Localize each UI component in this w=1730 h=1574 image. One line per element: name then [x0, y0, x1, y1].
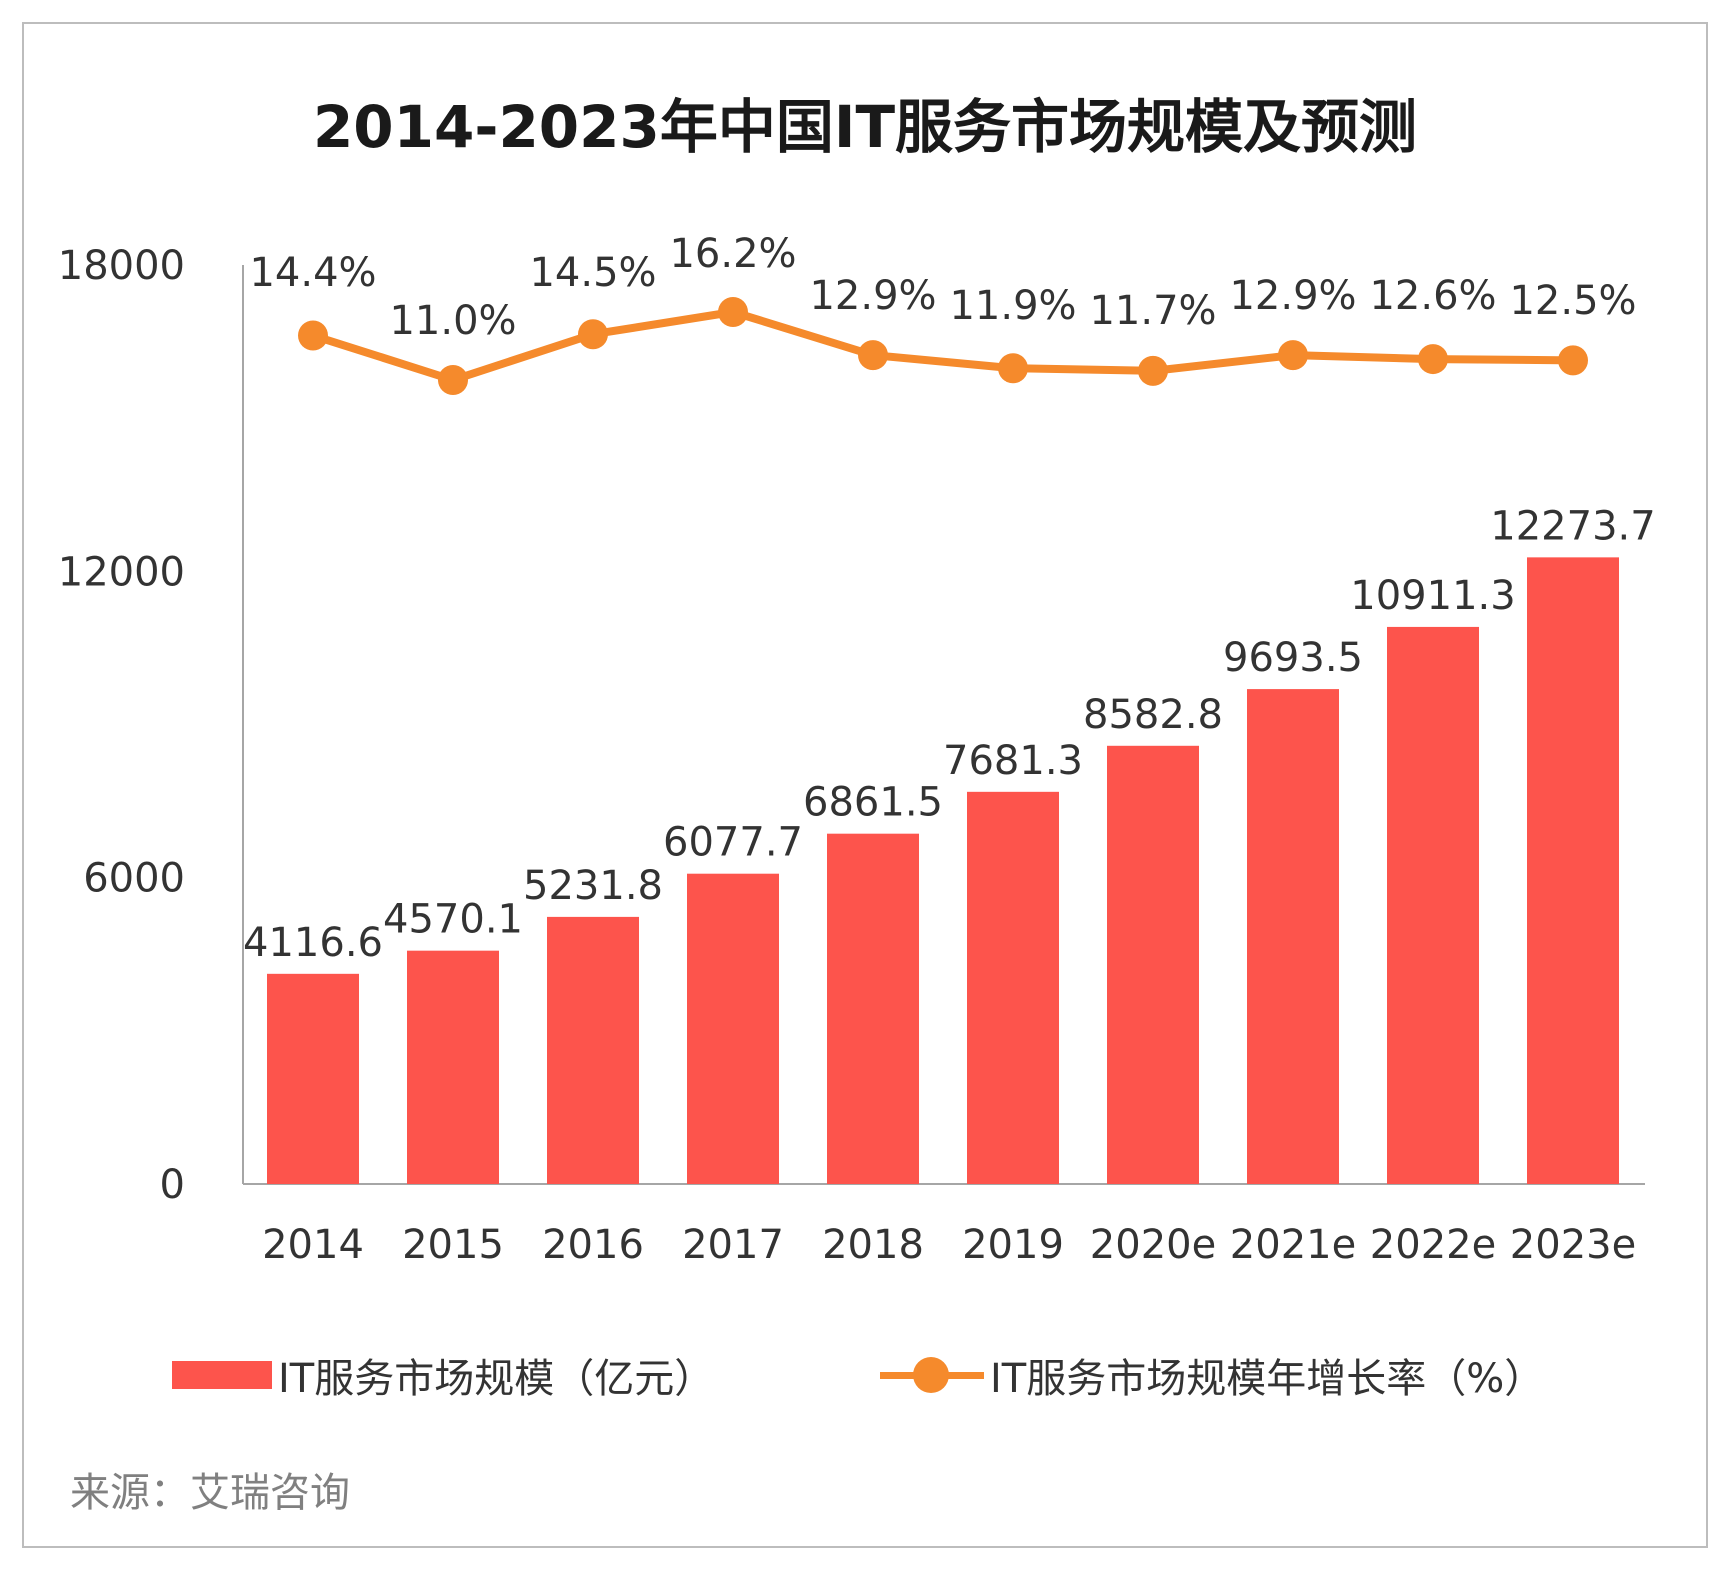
growth-line [311, 308, 1574, 384]
x-tick-label: 2023e [1510, 1222, 1636, 1268]
x-tick-label: 2022e [1370, 1222, 1496, 1268]
bar-data-label: 9693.5 [1223, 635, 1363, 681]
bar [687, 873, 779, 1184]
growth-point [578, 319, 608, 350]
bar [827, 833, 919, 1184]
growth-data-label: 11.0% [389, 298, 516, 344]
bar [407, 950, 499, 1184]
bar [547, 916, 639, 1184]
y-tick-label: 6000 [83, 856, 185, 902]
bar-data-label: 5231.8 [523, 863, 663, 909]
growth-data-label: 14.5% [529, 250, 656, 296]
growth-data-label: 12.5% [1509, 278, 1636, 324]
bar-data-label: 12273.7 [1490, 503, 1655, 549]
bar [1527, 557, 1619, 1184]
bar [1247, 689, 1339, 1184]
x-tick-label: 2016 [542, 1222, 644, 1268]
bar [1107, 745, 1199, 1184]
y-tick-label: 12000 [58, 549, 185, 595]
growth-data-label: 12.9% [809, 273, 936, 319]
x-tick-label: 2018 [822, 1222, 924, 1268]
y-tick-label: 18000 [58, 243, 185, 289]
bar-data-label: 4570.1 [383, 897, 523, 943]
growth-data-label: 12.9% [1229, 273, 1356, 319]
bar-data-label: 6861.5 [803, 780, 943, 826]
bar [1387, 626, 1479, 1184]
growth-point [858, 340, 888, 371]
bar-data-label: 6077.7 [663, 820, 803, 866]
growth-data-label: 16.2% [669, 231, 796, 277]
legend-bar-swatch [172, 1361, 272, 1389]
growth-data-label: 11.7% [1089, 288, 1216, 334]
growth-data-label: 11.9% [949, 283, 1076, 329]
legend-item-bar: IT服务市场规模（亿元） [172, 1345, 714, 1405]
growth-point [998, 353, 1028, 384]
growth-point [1138, 355, 1168, 386]
growth-point [438, 365, 468, 395]
x-tick-label: 2014 [262, 1222, 364, 1268]
bar-data-label: 10911.3 [1350, 573, 1515, 619]
growth-point [718, 297, 748, 327]
growth-data-label: 12.6% [1369, 273, 1496, 319]
x-tick-label: 2021e [1230, 1222, 1356, 1268]
legend-item-line: IT服务市场规模年增长率（%） [880, 1345, 1544, 1405]
growth-point [1418, 344, 1448, 375]
bar [967, 791, 1059, 1184]
y-tick-label: 0 [160, 1162, 185, 1208]
legend-line-label: IT服务市场规模年增长率（%） [990, 1356, 1545, 1402]
growth-point [1278, 340, 1308, 371]
x-tick-label: 2020e [1090, 1222, 1216, 1268]
growth-point [1558, 345, 1588, 376]
x-tick-label: 2015 [402, 1222, 504, 1268]
legend-bar-label: IT服务市场规模（亿元） [278, 1356, 715, 1402]
x-tick-label: 2019 [962, 1222, 1064, 1268]
bar [267, 973, 359, 1184]
legend-line-swatch [880, 1357, 984, 1393]
bar-data-label: 8582.8 [1083, 692, 1223, 738]
growth-point [298, 320, 328, 351]
x-tick-label: 2017 [682, 1222, 784, 1268]
source-note: 来源：艾瑞咨询 [70, 1470, 350, 1516]
bar-data-label: 7681.3 [943, 738, 1083, 784]
chart-title: 2014-2023年中国IT服务市场规模及预测 [312, 93, 1418, 161]
growth-data-label: 14.4% [249, 250, 376, 296]
bar-data-label: 4116.6 [243, 920, 383, 966]
